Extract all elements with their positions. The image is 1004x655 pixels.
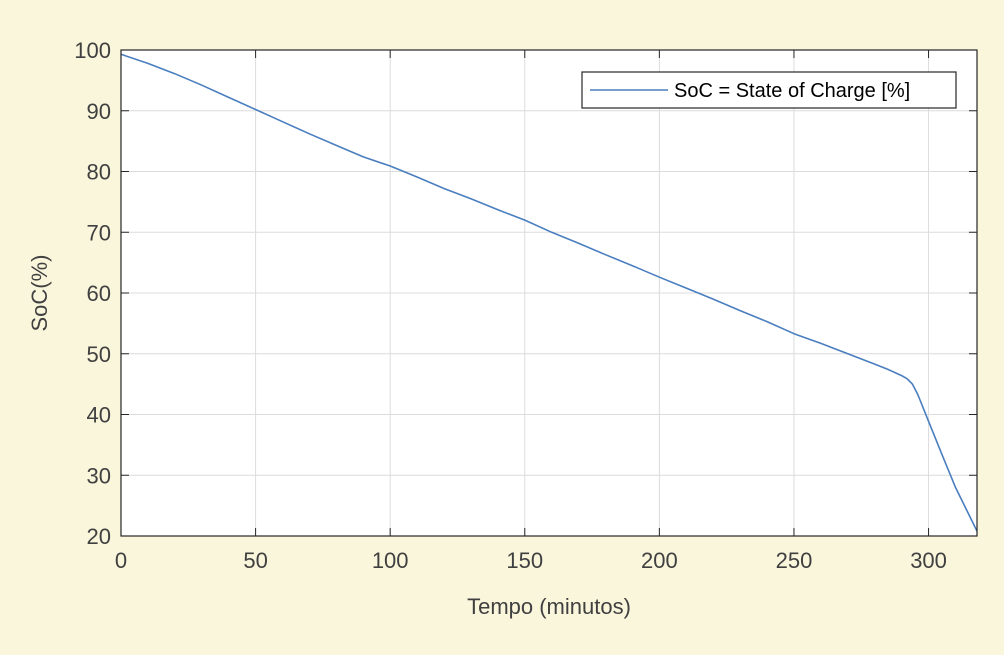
x-axis-label: Tempo (minutos) (467, 594, 631, 619)
x-tick-label: 200 (641, 548, 678, 573)
y-tick-label: 60 (87, 281, 111, 306)
x-tick-label: 0 (115, 548, 127, 573)
y-axis-label: SoC(%) (27, 254, 52, 331)
x-tick-label: 100 (372, 548, 409, 573)
x-tick-label: 50 (243, 548, 267, 573)
series-layer (120, 53, 978, 532)
x-tick-label: 250 (776, 548, 813, 573)
y-tick-label: 80 (87, 160, 111, 185)
legend: SoC = State of Charge [%] (581, 71, 957, 109)
legend-entry: SoC = State of Charge [%] (674, 80, 910, 102)
y-tick-label: 30 (87, 463, 111, 488)
series-line-0 (120, 53, 978, 532)
y-tick-label: 70 (87, 220, 111, 245)
y-tick-label: 90 (87, 99, 111, 124)
y-tick-label: 40 (87, 403, 111, 428)
ticks: 0 50 100 150 200 250 300 20 30 40 50 60 70 80 90 100 (74, 38, 977, 573)
y-tick-label: 20 (87, 524, 111, 549)
y-tick-label: 50 (87, 342, 111, 367)
y-tick-label: 100 (74, 38, 111, 63)
x-tick-label: 150 (506, 548, 543, 573)
x-tick-label: 300 (910, 548, 947, 573)
